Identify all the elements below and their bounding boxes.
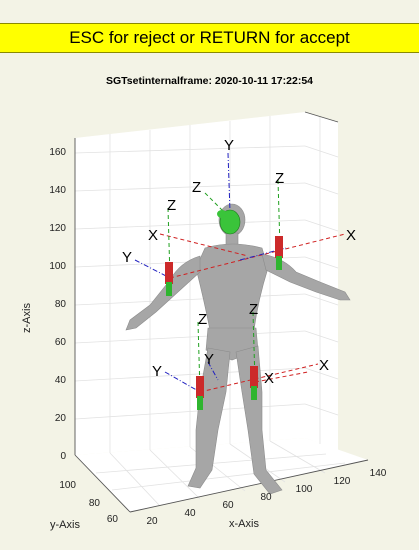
figure-title: SGTsetinternalframe: 2020-10-11 17:22:54 — [106, 75, 313, 87]
x-tick: 20 — [146, 516, 158, 527]
z-axis-label: z-Axis — [21, 303, 33, 333]
label-shoulder-right-x: X — [346, 227, 356, 244]
z-tick: 0 — [60, 451, 66, 462]
y-tick: 80 — [89, 498, 101, 509]
z-tick: 40 — [55, 375, 67, 386]
prompt-text: ESC for reject or RETURN for accept — [69, 28, 350, 47]
frame-labels: Y Z Z Z X X Y Z Z Y Y X X — [122, 137, 356, 387]
x-tick: 120 — [334, 476, 351, 487]
joint-markers — [165, 209, 283, 410]
y-tick: 60 — [107, 514, 119, 525]
prompt-banner: ESC for reject or RETURN for accept — [0, 23, 419, 53]
z-ticks: 0 20 40 60 80 100 120 140 160 — [49, 147, 66, 462]
y-ticks: 100 80 60 — [59, 480, 118, 525]
z-tick: 80 — [55, 299, 67, 310]
label-hip-right-z: Z — [249, 301, 258, 318]
human-body-mesh — [125, 203, 351, 495]
axes-box — [74, 111, 369, 513]
label-shoulder-y: Y — [122, 249, 132, 266]
label-hip-left-z: Z — [198, 311, 207, 328]
label-shoulder-left-z: Z — [167, 197, 176, 214]
label-hip-y: Y — [152, 363, 162, 380]
label-shoulder-right-z: Z — [275, 170, 284, 187]
label-top-y: Y — [224, 137, 234, 154]
label-hip-x2: X — [319, 357, 329, 374]
z-tick: 120 — [49, 223, 66, 234]
label-hip-y-left: Y — [204, 351, 214, 368]
x-tick: 60 — [222, 500, 234, 511]
x-tick: 40 — [184, 508, 196, 519]
label-shoulder-left-x: X — [148, 227, 158, 244]
label-head-z: Z — [192, 179, 201, 196]
z-tick: 20 — [55, 413, 67, 424]
label-hip-x: X — [264, 370, 274, 387]
x-tick: 80 — [260, 492, 272, 503]
x-ticks: 20 40 60 80 100 120 140 — [146, 468, 386, 527]
z-tick: 160 — [49, 147, 66, 158]
z-tick: 100 — [49, 261, 66, 272]
x-tick: 100 — [296, 484, 313, 495]
z-tick: 140 — [49, 185, 66, 196]
y-axis-label: y-Axis — [50, 519, 80, 531]
z-tick: 60 — [55, 337, 67, 348]
x-axis-label: x-Axis — [229, 518, 259, 530]
y-tick: 100 — [59, 480, 76, 491]
grid-lines — [74, 116, 346, 507]
x-tick: 140 — [370, 468, 387, 479]
